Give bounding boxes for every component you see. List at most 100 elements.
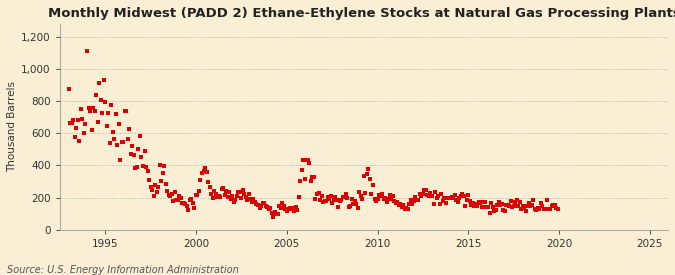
Point: [283, 207, 294, 211]
Point: [422, 193, 433, 197]
Point: [263, 207, 274, 211]
Point: [390, 201, 401, 205]
Point: [520, 209, 531, 213]
Point: [77, 117, 88, 122]
Point: [198, 169, 209, 173]
Point: [219, 193, 230, 197]
Point: [441, 196, 452, 200]
Point: [421, 187, 431, 192]
Point: [63, 86, 74, 91]
Point: [419, 188, 430, 192]
Point: [526, 203, 537, 207]
Point: [545, 207, 556, 211]
Point: [446, 194, 457, 199]
Point: [245, 197, 256, 201]
Point: [107, 130, 118, 134]
Point: [385, 197, 396, 201]
Point: [240, 195, 251, 199]
Point: [490, 208, 501, 212]
Point: [306, 179, 317, 183]
Point: [315, 198, 325, 202]
Point: [88, 106, 99, 110]
Point: [286, 207, 297, 212]
Point: [466, 203, 477, 207]
Point: [194, 189, 205, 193]
Point: [66, 121, 77, 125]
Point: [368, 183, 379, 187]
Point: [188, 200, 198, 205]
Point: [414, 192, 425, 196]
Point: [404, 202, 414, 206]
Point: [272, 211, 283, 216]
Point: [140, 165, 151, 169]
Point: [288, 206, 298, 210]
Point: [151, 189, 162, 194]
Point: [510, 200, 520, 204]
Point: [103, 111, 113, 116]
Point: [468, 201, 479, 205]
Point: [457, 191, 468, 196]
Point: [238, 188, 248, 192]
Point: [328, 198, 339, 203]
Point: [148, 194, 159, 199]
Point: [481, 204, 492, 209]
Point: [412, 197, 423, 202]
Point: [248, 196, 259, 201]
Point: [330, 195, 341, 200]
Point: [122, 136, 133, 141]
Point: [452, 200, 463, 204]
Point: [150, 183, 161, 188]
Point: [333, 205, 344, 209]
Point: [335, 198, 346, 202]
Point: [322, 195, 333, 199]
Point: [119, 108, 130, 113]
Point: [246, 200, 257, 205]
Point: [369, 197, 380, 201]
Point: [502, 203, 513, 207]
Point: [396, 205, 407, 209]
Point: [540, 207, 551, 211]
Point: [350, 199, 360, 203]
Point: [95, 98, 106, 103]
Point: [546, 204, 557, 208]
Point: [507, 205, 518, 210]
Point: [416, 194, 427, 199]
Point: [535, 200, 546, 205]
Point: [377, 192, 387, 197]
Point: [483, 205, 493, 209]
Point: [472, 204, 483, 208]
Point: [160, 182, 171, 186]
Point: [275, 205, 286, 210]
Point: [364, 177, 375, 181]
Point: [72, 118, 83, 123]
Point: [366, 192, 377, 196]
Point: [495, 203, 506, 207]
Point: [381, 200, 392, 204]
Point: [157, 170, 168, 175]
Point: [274, 204, 285, 208]
Point: [244, 192, 254, 196]
Point: [115, 157, 126, 162]
Point: [551, 206, 562, 210]
Point: [78, 131, 89, 135]
Point: [296, 167, 307, 172]
Point: [138, 164, 148, 169]
Point: [371, 199, 381, 204]
Point: [348, 202, 358, 206]
Point: [450, 192, 460, 197]
Point: [183, 207, 194, 212]
Point: [100, 100, 111, 104]
Point: [92, 120, 103, 124]
Point: [284, 206, 295, 210]
Point: [340, 192, 351, 196]
Point: [357, 197, 368, 202]
Point: [182, 204, 192, 208]
Point: [410, 195, 421, 200]
Point: [325, 194, 336, 198]
Point: [331, 197, 342, 202]
Point: [204, 185, 215, 189]
Point: [200, 166, 211, 170]
Point: [339, 195, 350, 199]
Point: [257, 201, 268, 205]
Point: [352, 206, 363, 210]
